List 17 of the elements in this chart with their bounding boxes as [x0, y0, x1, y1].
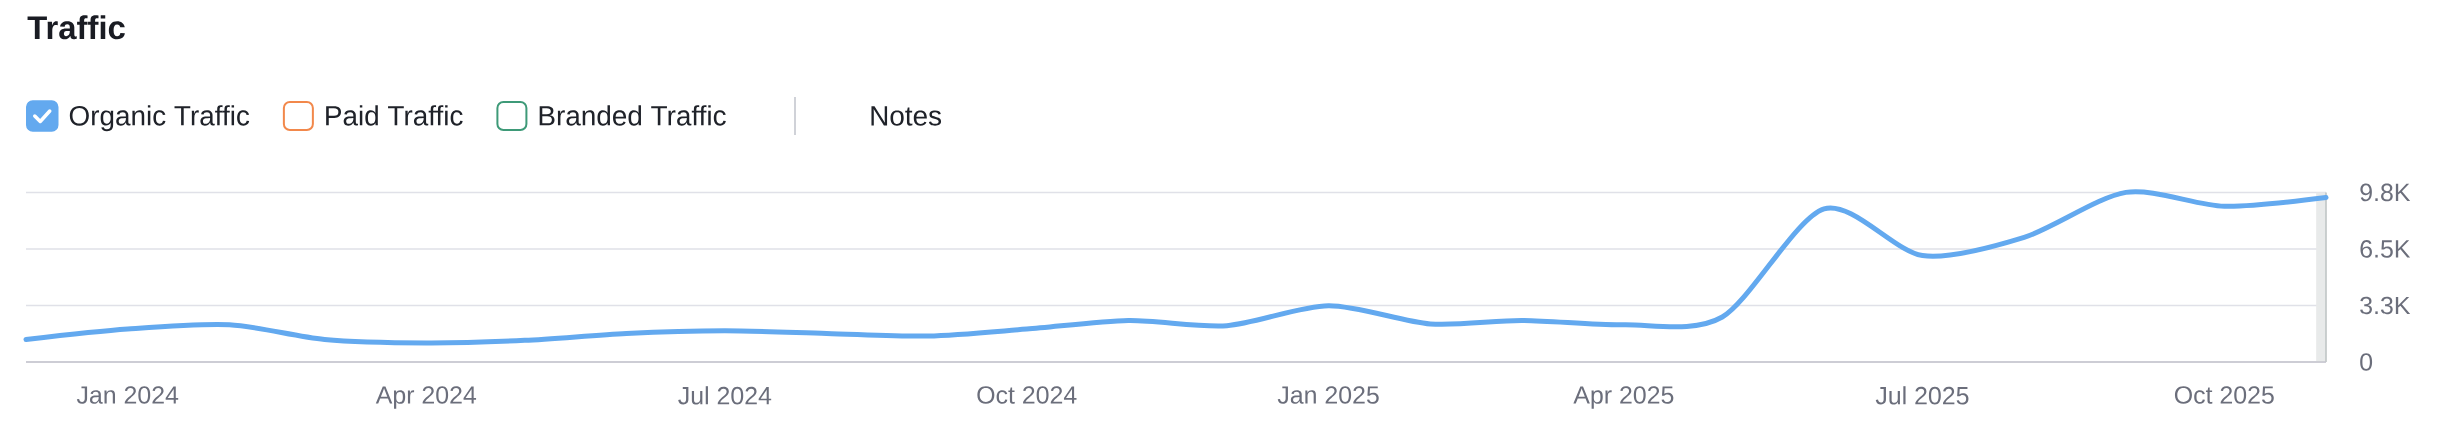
x-tick-label: Apr 2024	[375, 386, 477, 409]
x-tick-label: Oct 2025	[2174, 386, 2274, 404]
x-tick-label: Jul 2025	[1875, 386, 1969, 405]
y-tick-label: 9.8K	[2360, 183, 2411, 202]
chart-title: Traffic	[27, 15, 125, 40]
x-tick-label: Oct 2024	[977, 386, 1077, 404]
y-tick-label: 6.5K	[2360, 240, 2411, 258]
x-tick-label: Jul 2024	[678, 386, 772, 405]
y-tick-label: 0	[2360, 353, 2373, 371]
legend-label: Paid Traffic	[326, 105, 463, 126]
legend-label: Branded Traffic	[539, 105, 726, 126]
x-tick-label: Apr 2025	[1573, 386, 1674, 409]
text: Notes	[871, 106, 942, 126]
y-tick-label: 3.3K	[2360, 296, 2411, 315]
x-tick-label: Jan 2024	[76, 386, 179, 404]
x-tick-label: Jan 2025	[1277, 386, 1379, 404]
legend-label: Organic Traffic	[69, 105, 250, 132]
